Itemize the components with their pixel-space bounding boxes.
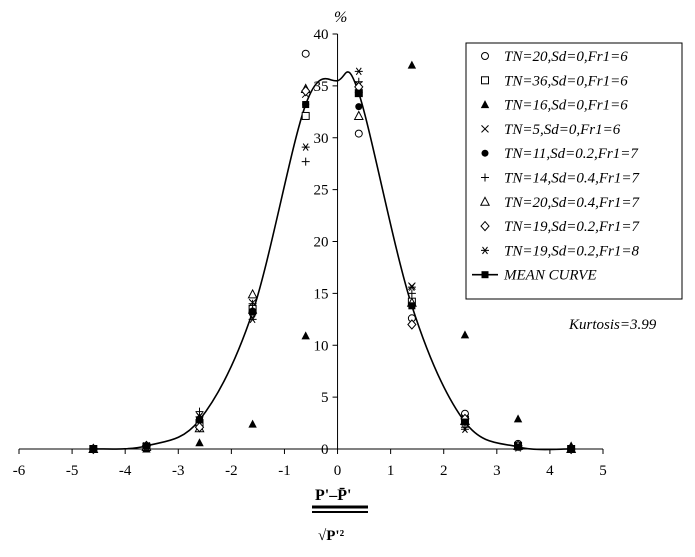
data-point — [195, 407, 204, 416]
data-point — [301, 49, 310, 58]
mean-curve-point — [142, 442, 150, 450]
legend-label: TN=20,Sd=0.4,Fr1=7 — [504, 195, 640, 211]
legend-marker — [481, 173, 489, 182]
legend-marker — [481, 125, 489, 133]
legend-marker — [479, 196, 491, 206]
legend-marker — [481, 271, 489, 279]
data-point — [353, 110, 364, 120]
x-tick-label: -2 — [225, 463, 238, 479]
mean-curve-point — [249, 308, 257, 316]
y-axis-label: % — [334, 9, 347, 26]
legend-label: TN=11,Sd=0.2,Fr1=7 — [504, 146, 639, 162]
x-axis-label-numerator: P'–P̄' — [315, 485, 351, 504]
y-tick-label: 35 — [314, 79, 329, 95]
legend-item: TN=16,Sd=0,Fr1=6 — [480, 98, 628, 114]
legend-label: TN=14,Sd=0.4,Fr1=7 — [504, 171, 640, 187]
legend: TN=20,Sd=0,Fr1=6 TN=36,Sd=0,Fr1=6 TN=16,Sd… — [465, 42, 683, 300]
legend-item: TN=19,Sd=0.2,Fr1=8 — [481, 243, 639, 259]
x-tick-label: -5 — [66, 463, 79, 479]
legend-label: TN=20,Sd=0,Fr1=6 — [504, 49, 628, 65]
data-point — [460, 330, 470, 339]
mean-curve-point — [461, 418, 469, 426]
data-point — [301, 111, 310, 120]
legend-item-mean-curve: MEAN CURVE — [472, 268, 597, 284]
data-point — [407, 289, 416, 298]
legend-label: TN=36,Sd=0,Fr1=6 — [504, 73, 628, 89]
mean-curve-point — [514, 443, 522, 451]
data-point — [247, 288, 258, 299]
y-tick-label: 30 — [314, 131, 329, 147]
legend-label: TN=5,Sd=0,Fr1=6 — [504, 122, 621, 138]
data-point — [407, 283, 416, 291]
legend-label: MEAN CURVE — [503, 268, 597, 284]
mean-curve-point — [196, 416, 204, 424]
y-tick-label: 25 — [314, 183, 329, 199]
x-tick-label: 5 — [599, 463, 607, 479]
data-point — [354, 129, 363, 138]
mean-curve-point — [89, 445, 97, 453]
legend-marker — [480, 220, 490, 232]
legend-item: TN=11,Sd=0.2,Fr1=7 — [481, 146, 639, 162]
legend-item: TN=20,Sd=0.4,Fr1=7 — [479, 195, 640, 211]
x-tick-label: -4 — [119, 463, 132, 479]
data-point — [248, 315, 257, 324]
y-tick-label: 15 — [314, 286, 329, 302]
mean-curve-point — [302, 101, 310, 109]
legend-marker — [480, 100, 490, 109]
mean-curve-point — [567, 445, 575, 453]
y-tick-label: 20 — [314, 235, 329, 251]
x-tick-label: -6 — [13, 463, 26, 479]
x-axis-label-denominator: √P'² — [318, 528, 345, 544]
data-point — [301, 85, 311, 97]
data-point — [248, 299, 257, 308]
data-point — [407, 60, 417, 69]
data-point — [301, 331, 310, 340]
data-marks — [88, 49, 577, 455]
legend-label: TN=16,Sd=0,Fr1=6 — [504, 98, 628, 114]
legend-item: TN=36,Sd=0,Fr1=6 — [481, 73, 628, 89]
legend-item: TN=14,Sd=0.4,Fr1=7 — [481, 171, 640, 187]
mean-curve-point — [408, 302, 416, 310]
legend-marker — [481, 76, 489, 85]
mean-curve-point — [355, 89, 363, 97]
data-point — [248, 419, 257, 428]
legend-label: TN=19,Sd=0.2,Fr1=7 — [504, 219, 640, 235]
legend-label: TN=19,Sd=0.2,Fr1=8 — [504, 243, 639, 259]
data-point — [460, 425, 469, 434]
legend-box — [465, 42, 683, 300]
legend-item: TN=5,Sd=0,Fr1=6 — [481, 122, 621, 138]
legend-item: TN=19,Sd=0.2,Fr1=7 — [480, 219, 640, 235]
y-tick-label: 10 — [314, 338, 329, 354]
y-tick-label: 0 — [321, 442, 329, 458]
legend-marker — [481, 149, 489, 157]
data-point — [407, 319, 417, 330]
x-tick-label: 1 — [387, 463, 395, 479]
x-tick-label: -3 — [172, 463, 185, 479]
y-tick-label: 40 — [314, 27, 329, 43]
legend-marker — [481, 52, 489, 60]
kurtosis-annotation: Kurtosis=3.99 — [568, 317, 657, 333]
x-tick-label: -1 — [278, 463, 291, 479]
data-point — [301, 157, 310, 166]
x-tick-label: 2 — [440, 463, 448, 479]
data-point — [355, 103, 363, 111]
y-tick-label: 5 — [321, 390, 329, 406]
data-point — [301, 143, 310, 151]
data-point — [513, 414, 523, 423]
data-point — [194, 421, 205, 433]
x-tick-label: 3 — [493, 463, 501, 479]
x-tick-label: 0 — [334, 463, 342, 479]
data-point — [195, 438, 204, 447]
legend-marker — [481, 246, 489, 255]
axes: -6 -5 -4 -3 -2 -1 0 1 2 3 4 5 0 5 10 15 20 25 30 35 40 — [13, 27, 607, 479]
x-axis-label: P'–P̄' √P'² — [312, 485, 368, 544]
data-point — [354, 67, 363, 76]
x-tick-label: 4 — [546, 463, 554, 479]
legend-item: TN=20,Sd=0,Fr1=6 — [481, 49, 628, 65]
